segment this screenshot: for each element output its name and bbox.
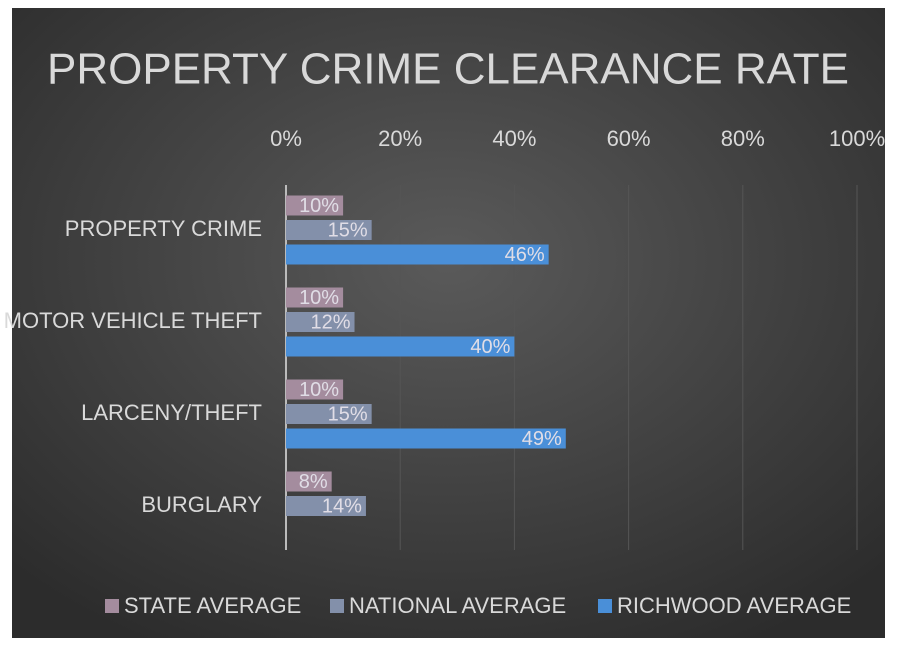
y-tick-label: PROPERTY CRIME <box>65 216 262 241</box>
x-tick-label: 20% <box>378 126 422 151</box>
x-tick-label: 80% <box>721 126 765 151</box>
bar <box>286 244 549 265</box>
data-label: 10% <box>299 379 339 401</box>
bar <box>286 471 332 492</box>
x-tick-label: 0% <box>270 126 302 151</box>
data-label: 15% <box>328 219 368 241</box>
background <box>12 8 885 638</box>
legend-label: STATE AVERAGE <box>124 593 301 618</box>
data-label: 8% <box>299 471 328 493</box>
data-label: 10% <box>299 287 339 309</box>
data-label: 49% <box>522 428 562 450</box>
data-label: 10% <box>299 195 339 217</box>
data-label: 15% <box>328 403 368 425</box>
legend-swatch <box>598 599 612 613</box>
data-label: 40% <box>470 336 510 358</box>
x-tick-label: 40% <box>492 126 536 151</box>
chart-title: PROPERTY CRIME CLEARANCE RATE <box>47 45 849 94</box>
bar <box>286 287 344 308</box>
legend-label: NATIONAL AVERAGE <box>349 593 566 618</box>
bar <box>286 404 372 424</box>
legend-swatch <box>105 599 119 613</box>
bar <box>286 379 344 400</box>
bar <box>286 336 515 357</box>
bar <box>286 220 372 240</box>
data-label: 12% <box>310 311 350 333</box>
y-tick-label: MOTOR VEHICLE THEFT <box>4 308 262 333</box>
bar <box>286 195 344 216</box>
data-label: 46% <box>505 244 545 266</box>
bar <box>286 496 366 516</box>
y-tick-label: LARCENY/THEFT <box>81 400 262 425</box>
bar <box>286 428 566 449</box>
x-tick-label: 100% <box>829 126 885 151</box>
legend-label: RICHWOOD AVERAGE <box>617 593 851 618</box>
x-tick-label: 60% <box>607 126 651 151</box>
bar <box>286 312 355 332</box>
legend-swatch <box>330 599 344 613</box>
y-tick-label: BURGLARY <box>141 492 262 517</box>
data-label: 14% <box>322 495 362 517</box>
